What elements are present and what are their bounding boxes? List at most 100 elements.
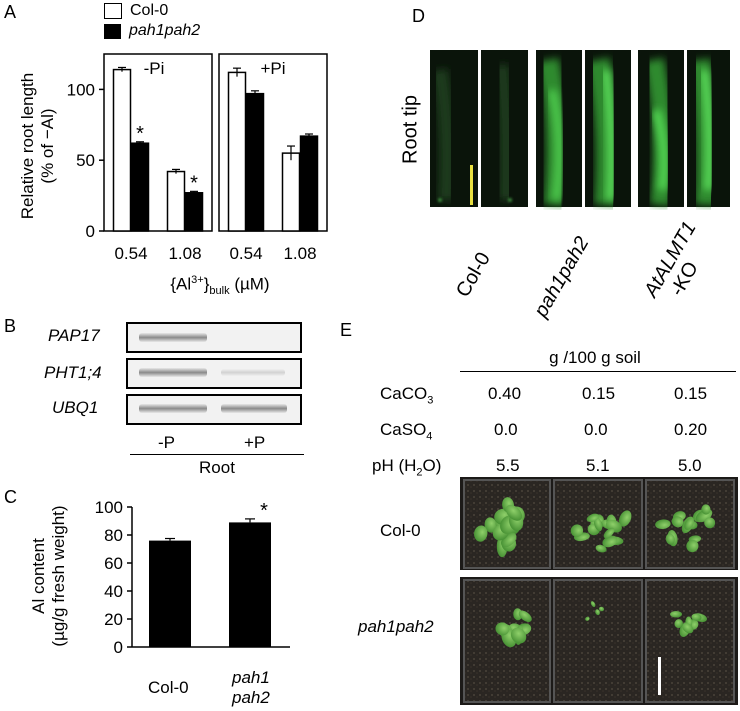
condition-plus-p: +P bbox=[244, 433, 266, 452]
bar-pah1pah2 bbox=[184, 192, 204, 232]
micrograph-pah1pah2-b bbox=[585, 50, 631, 207]
y-tick-label: 0 bbox=[86, 222, 95, 241]
plant-leaf bbox=[505, 504, 523, 521]
genotype-label-pah1pah2: pah1pah2 bbox=[530, 232, 594, 321]
panel-c-letter: C bbox=[4, 487, 17, 507]
legend-label-col0: Col-0 bbox=[130, 2, 169, 19]
root-group-label: Root bbox=[199, 458, 235, 477]
plant-leaf bbox=[684, 517, 694, 530]
plant-leaf bbox=[670, 611, 683, 618]
root-divider bbox=[130, 454, 304, 455]
gel-lane-pht14 bbox=[126, 358, 302, 389]
micrograph-col0-a bbox=[430, 50, 478, 207]
significance-asterisk: * bbox=[260, 500, 268, 522]
y-tick-label: 40 bbox=[104, 582, 123, 601]
plant-leaf bbox=[691, 613, 702, 621]
panel-a-letter: A bbox=[4, 2, 17, 22]
panel-a-charts: 0 50 100 -Pi * 0.54 * 1.08 +Pi 0.54 1.08 bbox=[67, 53, 328, 263]
significance-asterisk: * bbox=[136, 123, 144, 145]
y-tick-label: 60 bbox=[104, 554, 123, 573]
micrograph-col0-b bbox=[481, 50, 528, 207]
legend-col0: Col-0 bbox=[104, 2, 168, 20]
plant-leaf bbox=[570, 524, 584, 537]
plant-leaf bbox=[474, 525, 488, 542]
chart-al-content: 0 20 40 60 80 100 * bbox=[95, 498, 290, 657]
plant-leaf bbox=[618, 510, 632, 527]
soil-header: g /100 g soil bbox=[549, 348, 641, 367]
plant-leaf bbox=[682, 623, 694, 634]
x-tick-label: 1.08 bbox=[283, 244, 316, 263]
plant-leaf bbox=[602, 535, 618, 548]
panel-c-xlabel-pah2: pah2 bbox=[232, 688, 270, 707]
bar-pah1pah2 bbox=[130, 142, 150, 232]
legend-label-pah1pah2: pah1pah2 bbox=[129, 22, 201, 39]
y-tick-label: 100 bbox=[67, 80, 95, 99]
caco3-val-2: 0.15 bbox=[582, 384, 616, 403]
panel-c-chart: 0 20 40 60 80 100 * bbox=[95, 498, 290, 657]
gene-label-pht14: PHT1;4 bbox=[44, 363, 102, 382]
plant-leaf bbox=[704, 517, 716, 529]
row-label-caso4: CaSO4 bbox=[380, 420, 433, 443]
plant-leaf bbox=[686, 539, 699, 553]
plant-leaf bbox=[585, 616, 590, 621]
y-tick-label: 0 bbox=[114, 638, 123, 657]
gene-label-pap17: PAP17 bbox=[48, 326, 100, 345]
plant-leaf bbox=[598, 606, 605, 612]
ph-val-1: 5.5 bbox=[496, 456, 520, 475]
panel-c-xlabel-pah1: pah1 bbox=[232, 668, 270, 687]
plant-leaf bbox=[603, 527, 615, 539]
chart-minus-pi: 0 50 100 -Pi * 0.54 * 1.08 bbox=[67, 53, 213, 263]
plant-leaf bbox=[665, 533, 675, 545]
chart-title: +Pi bbox=[260, 59, 285, 78]
root-tip-label: Root tip bbox=[399, 95, 422, 164]
gel-lane-ubq1 bbox=[126, 394, 302, 425]
caso4-val-2: 0.0 bbox=[584, 420, 608, 439]
legend-pah1pah2: pah1pah2 bbox=[104, 22, 200, 40]
plant-leaf bbox=[701, 504, 711, 515]
chart-frame bbox=[218, 53, 328, 232]
plant-photos bbox=[460, 477, 738, 705]
plant-leaf bbox=[590, 601, 596, 608]
micrograph-atalmt1-b bbox=[687, 50, 730, 207]
plant-row-label-pah1pah2: pah1pah2 bbox=[358, 617, 434, 636]
bar-col0 bbox=[149, 540, 191, 647]
ph-val-3: 5.0 bbox=[678, 456, 702, 475]
bar-col0 bbox=[166, 170, 186, 232]
bar-col0 bbox=[112, 68, 132, 232]
plant-pot bbox=[553, 579, 643, 703]
plant-leaf bbox=[595, 544, 607, 553]
y-tick-label: 20 bbox=[104, 610, 123, 629]
bar-col0 bbox=[281, 152, 301, 232]
bar-pah1pah2 bbox=[229, 522, 271, 647]
legend-swatch-pah1pah2 bbox=[104, 23, 121, 39]
row-label-ph: pH (H2O) bbox=[372, 456, 442, 479]
genotype-label-col0: Col-0 bbox=[452, 248, 495, 301]
bar-pah1pah2 bbox=[299, 135, 319, 232]
photo-scale-bar bbox=[658, 657, 661, 695]
scale-bar-col0 bbox=[470, 165, 473, 205]
y-tick-label: 100 bbox=[95, 498, 123, 517]
panel-d-letter: D bbox=[412, 6, 425, 26]
xlabel-prefix: {Al bbox=[170, 274, 192, 294]
xlabel-sub: bulk bbox=[209, 285, 230, 298]
chart-title: -Pi bbox=[144, 59, 165, 78]
gel-image bbox=[126, 322, 302, 425]
caso4-val-1: 0.0 bbox=[494, 420, 518, 439]
xlabel-suffix: (µM) bbox=[229, 274, 270, 294]
xlabel-mid: } bbox=[203, 274, 210, 294]
y-tick-label: 50 bbox=[76, 151, 95, 170]
micrograph-pah1pah2-a bbox=[536, 50, 582, 207]
bar-col0 bbox=[227, 71, 247, 232]
xlabel-sup: 3+ bbox=[191, 274, 204, 286]
ph-val-2: 5.1 bbox=[586, 456, 610, 475]
bar-pah1pah2 bbox=[245, 92, 265, 232]
gene-label-ubq1: UBQ1 bbox=[52, 398, 99, 417]
genotype-label-atalmt1-ko: AtALMT1 -KO bbox=[640, 218, 720, 312]
plant-leaf bbox=[518, 610, 532, 623]
plant-leaf bbox=[595, 609, 600, 616]
chart-frame bbox=[103, 53, 213, 232]
panel-e-letter: E bbox=[340, 320, 353, 340]
significance-asterisk: * bbox=[190, 172, 198, 194]
caso4-val-3: 0.20 bbox=[674, 420, 708, 439]
legend-swatch-col0 bbox=[104, 3, 122, 19]
